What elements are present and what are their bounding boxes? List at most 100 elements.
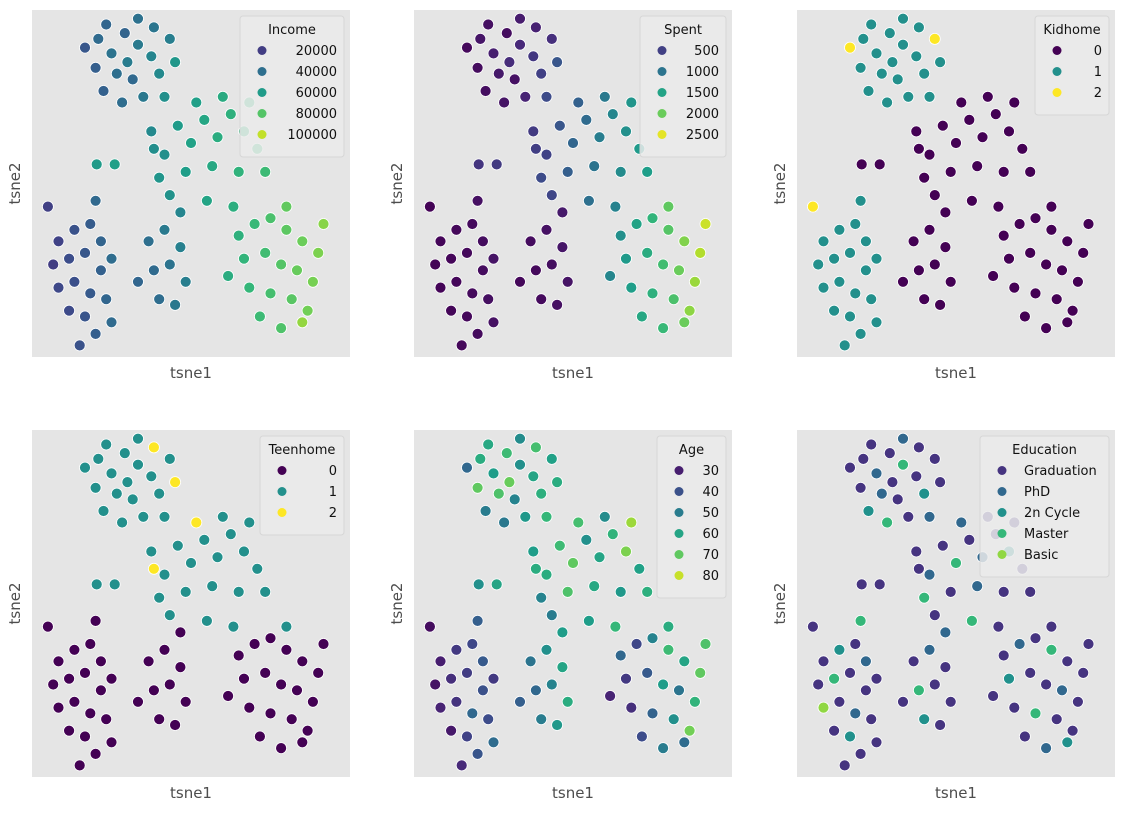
data-point: [1008, 96, 1021, 109]
data-point: [1029, 707, 1042, 720]
data-point: [1040, 258, 1052, 271]
data-point: [466, 707, 479, 720]
data-point: [108, 158, 121, 171]
data-point: [535, 171, 548, 184]
data-point: [606, 528, 619, 540]
data-point: [614, 165, 627, 178]
data-point: [897, 458, 909, 471]
data-point: [828, 724, 840, 737]
legend: Education Graduation PhD 2n Cycle Master Basi…: [979, 435, 1110, 578]
data-point: [92, 452, 105, 465]
data-point: [275, 322, 288, 335]
data-point: [248, 218, 261, 230]
data-points: [42, 12, 330, 352]
data-point: [1019, 730, 1031, 743]
data-point: [902, 510, 915, 523]
data-point: [1077, 246, 1090, 259]
data-point: [854, 194, 867, 207]
legend-marker: [257, 46, 267, 55]
data-point: [527, 470, 540, 483]
data-point: [641, 246, 654, 259]
data-point: [540, 90, 553, 103]
data-point: [476, 684, 489, 697]
data-point: [251, 562, 264, 575]
data-point: [476, 235, 489, 248]
data-point: [147, 684, 160, 697]
data-point: [662, 620, 675, 633]
data-point: [530, 21, 542, 34]
data-point: [474, 33, 487, 45]
data-point: [699, 638, 712, 650]
data-point: [556, 241, 569, 254]
data-point: [891, 73, 904, 86]
data-point: [198, 534, 211, 546]
legend-marker: [277, 487, 287, 496]
data-point: [955, 96, 968, 109]
data-point: [524, 655, 537, 668]
data-point: [875, 67, 888, 80]
data-point: [132, 695, 144, 708]
data-point: [503, 476, 516, 489]
data-point: [174, 626, 187, 639]
data-point: [551, 476, 563, 489]
data-point: [423, 200, 436, 213]
data-point: [84, 218, 97, 230]
data-point: [636, 730, 648, 743]
y-axis-label: tsne2: [6, 583, 24, 625]
data-point: [97, 505, 110, 517]
data-point: [1029, 632, 1042, 645]
legend-label: 2000: [686, 107, 719, 122]
data-point: [530, 562, 542, 575]
data-point: [280, 643, 293, 656]
data-point: [259, 165, 272, 178]
data-point: [296, 736, 309, 749]
data-point: [47, 258, 60, 271]
data-point: [807, 200, 819, 213]
data-point: [1003, 125, 1015, 138]
data-point: [476, 655, 489, 668]
legend-title: Teenhome: [268, 443, 336, 458]
data-points: [423, 432, 712, 772]
data-point: [530, 264, 542, 277]
data-point: [870, 252, 883, 265]
data-point: [1045, 620, 1058, 633]
data-point: [158, 223, 171, 236]
data-point: [551, 298, 563, 311]
data-point: [461, 310, 473, 323]
legend-marker: [997, 508, 1007, 517]
legend: Spent 500 1000 1500 2000 2500: [639, 15, 727, 158]
legend-label: 0: [329, 464, 337, 479]
data-point: [169, 719, 182, 731]
legend-title: Kidhome: [1043, 23, 1100, 38]
data-point: [1029, 212, 1042, 225]
data-point: [849, 707, 862, 720]
data-point: [923, 223, 936, 236]
data-point: [678, 736, 691, 749]
data-point: [498, 516, 511, 529]
data-point: [1045, 223, 1058, 236]
data-point: [881, 96, 893, 109]
data-point: [1040, 322, 1052, 335]
legend-title: Age: [679, 443, 704, 458]
legend-marker: [674, 550, 684, 559]
data-point: [514, 432, 526, 445]
data-points: [42, 432, 330, 772]
data-point: [849, 287, 862, 300]
data-point: [52, 655, 65, 668]
data-point: [90, 158, 103, 171]
data-point: [844, 246, 856, 259]
legend-marker: [674, 487, 684, 496]
data-point: [561, 165, 574, 178]
data-point: [844, 461, 856, 474]
data-point: [158, 90, 171, 103]
data-point: [588, 160, 601, 173]
data-point: [891, 493, 904, 506]
data-point: [232, 649, 245, 662]
data-point: [553, 539, 566, 552]
data-point: [1013, 218, 1026, 230]
data-point: [95, 655, 107, 668]
data-point: [89, 615, 102, 627]
data-point: [147, 142, 160, 155]
data-point: [886, 476, 899, 489]
data-point: [913, 142, 925, 155]
